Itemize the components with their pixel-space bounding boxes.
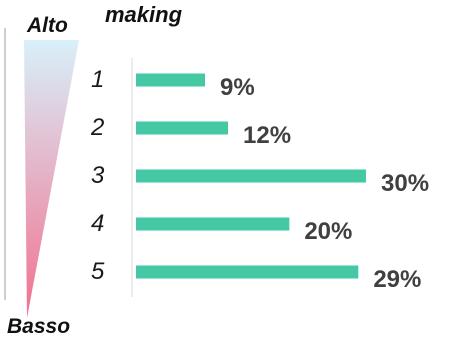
bar-5 — [136, 265, 359, 279]
category-label-4: 4 — [91, 210, 105, 237]
value-label-2: 12% — [243, 122, 292, 149]
bar-3 — [136, 169, 366, 183]
value-label-1: 9% — [220, 74, 255, 101]
value-label-5: 29% — [373, 266, 422, 293]
bar-4 — [136, 217, 290, 231]
value-label-4: 20% — [304, 218, 353, 245]
bars-layer — [136, 73, 366, 279]
value-label-3: 30% — [381, 170, 430, 197]
chart-title: making — [105, 2, 183, 27]
bar-2 — [136, 121, 228, 135]
scale-bottom-label: Basso — [7, 315, 71, 338]
scale-gradient-wedge — [24, 40, 79, 318]
bar-1 — [136, 73, 205, 87]
scale-top-label: Alto — [27, 14, 68, 37]
category-label-2: 2 — [91, 114, 105, 141]
category-label-5: 5 — [91, 258, 105, 285]
category-label-3: 3 — [91, 162, 105, 189]
category-label-1: 1 — [91, 66, 105, 93]
